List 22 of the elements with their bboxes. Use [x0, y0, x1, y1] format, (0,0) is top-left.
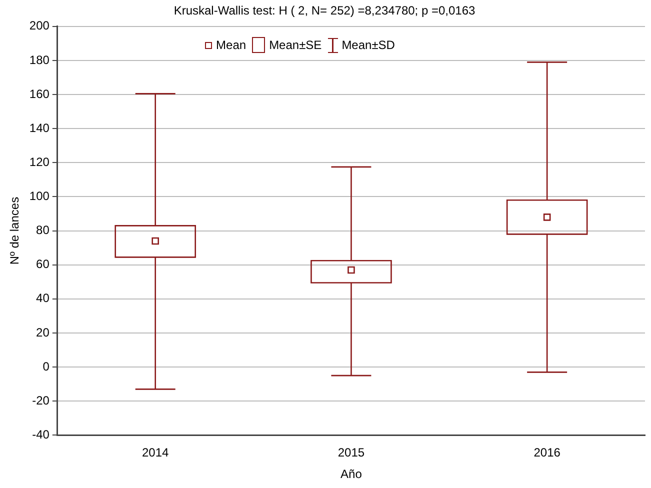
- y-tick-label: -40: [32, 428, 50, 442]
- y-tick-label: 40: [36, 291, 50, 306]
- y-tick-label: 60: [36, 257, 50, 272]
- y-tick-label: 80: [36, 223, 50, 238]
- y-tick-label: 140: [29, 120, 50, 135]
- y-tick-label: 100: [29, 189, 50, 204]
- chart-title: Kruskal-Wallis test: H ( 2, N= 252) =8,234780; p =0,0163: [174, 4, 476, 18]
- annotation: Mean±SE: [269, 38, 322, 52]
- x-axis-title: Año: [340, 467, 362, 482]
- y-tick-label: 160: [29, 86, 50, 101]
- y-tick-label: 120: [29, 154, 50, 169]
- annotation: Mean±SD: [342, 38, 395, 52]
- y-tick-label: 180: [29, 52, 50, 67]
- y-tick-label: 200: [29, 18, 50, 33]
- y-tick-label: 0: [42, 359, 50, 374]
- x-tick-label: 2014: [142, 446, 170, 460]
- y-tick-label: -20: [32, 393, 50, 408]
- y-axis-title: Nº de lances: [8, 196, 22, 265]
- x-tick-label: 2015: [338, 446, 365, 460]
- x-tick-label: 2016: [534, 446, 561, 460]
- y-tick-label: 20: [36, 325, 50, 340]
- annotation: Mean: [216, 38, 246, 52]
